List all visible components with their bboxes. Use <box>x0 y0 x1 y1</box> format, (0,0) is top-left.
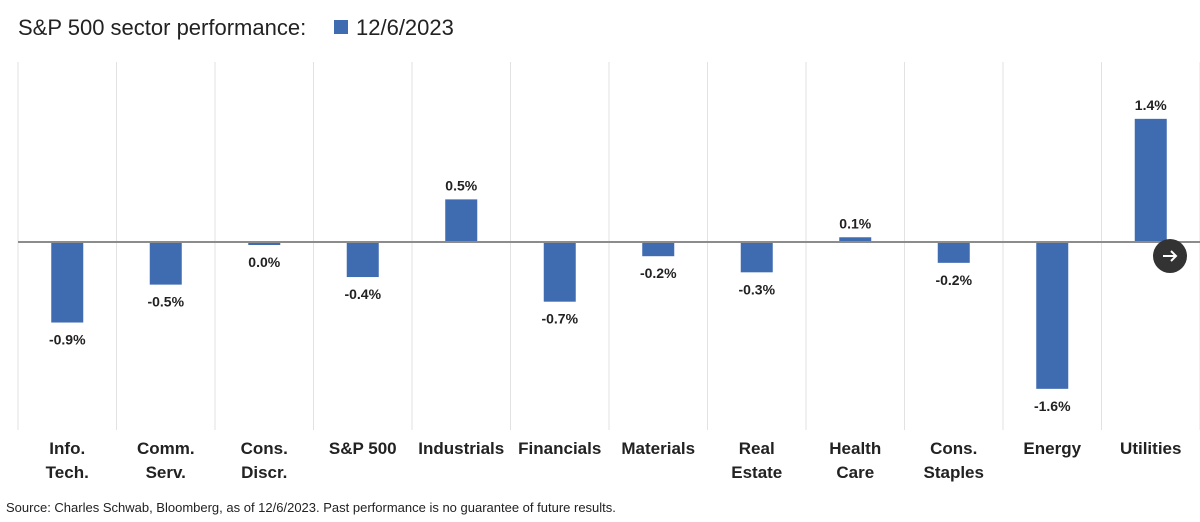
bar <box>937 242 970 263</box>
grid-lines <box>17 62 1200 430</box>
bar <box>51 242 84 323</box>
bar <box>248 242 281 245</box>
data-label: -0.4% <box>344 286 381 302</box>
category-label: Info. <box>49 439 85 458</box>
bar <box>543 242 576 302</box>
category-label: Comm. <box>137 439 195 458</box>
category-label: Utilities <box>1120 439 1181 458</box>
data-label: -0.3% <box>738 281 775 297</box>
data-label: -1.6% <box>1034 398 1071 414</box>
bar <box>1036 242 1069 389</box>
category-label: Discr. <box>241 463 287 482</box>
data-label: -0.9% <box>49 332 86 348</box>
arrow-right-icon <box>1163 250 1178 262</box>
source-note: Source: Charles Schwab, Bloomberg, as of… <box>6 500 616 515</box>
data-label: -0.7% <box>541 311 578 327</box>
legend-swatch <box>334 20 348 34</box>
category-label: Serv. <box>146 463 186 482</box>
bar <box>839 237 872 242</box>
data-label: 0.1% <box>839 215 871 231</box>
category-label: S&P 500 <box>329 439 397 458</box>
data-label: -0.5% <box>147 294 184 310</box>
bar <box>1134 118 1167 242</box>
data-labels: -0.9% -0.5% 0.0% -0.4% 0.5% -0.7% -0.2% -0.3% 0.… <box>49 97 1167 414</box>
category-label: Real <box>739 439 775 458</box>
bar <box>445 199 478 242</box>
category-label: Staples <box>924 463 984 482</box>
category-label: Materials <box>621 439 695 458</box>
bar <box>740 242 773 273</box>
category-label: Care <box>836 463 874 482</box>
category-labels: Info. Tech. Comm. Serv. Cons. Discr. S&P 500 In… <box>46 439 1182 482</box>
next-arrow-button[interactable] <box>1153 239 1187 273</box>
chart-title: S&P 500 sector performance: <box>18 15 306 40</box>
legend-label: 12/6/2023 <box>356 15 454 40</box>
category-label: Industrials <box>418 439 504 458</box>
bars <box>51 118 1167 389</box>
category-label: Tech. <box>46 463 89 482</box>
category-label: Estate <box>731 463 782 482</box>
data-label: -0.2% <box>640 265 677 281</box>
data-label: 0.0% <box>248 254 280 270</box>
category-label: Health <box>829 439 881 458</box>
data-label: 0.5% <box>445 177 477 193</box>
category-label: Financials <box>518 439 601 458</box>
category-label: Cons. <box>241 439 288 458</box>
category-label: Cons. <box>930 439 977 458</box>
bar <box>149 242 182 285</box>
bar <box>642 242 675 257</box>
category-label: Energy <box>1023 439 1081 458</box>
data-label: -0.2% <box>935 272 972 288</box>
data-label: 1.4% <box>1135 97 1167 113</box>
bar <box>346 242 379 278</box>
